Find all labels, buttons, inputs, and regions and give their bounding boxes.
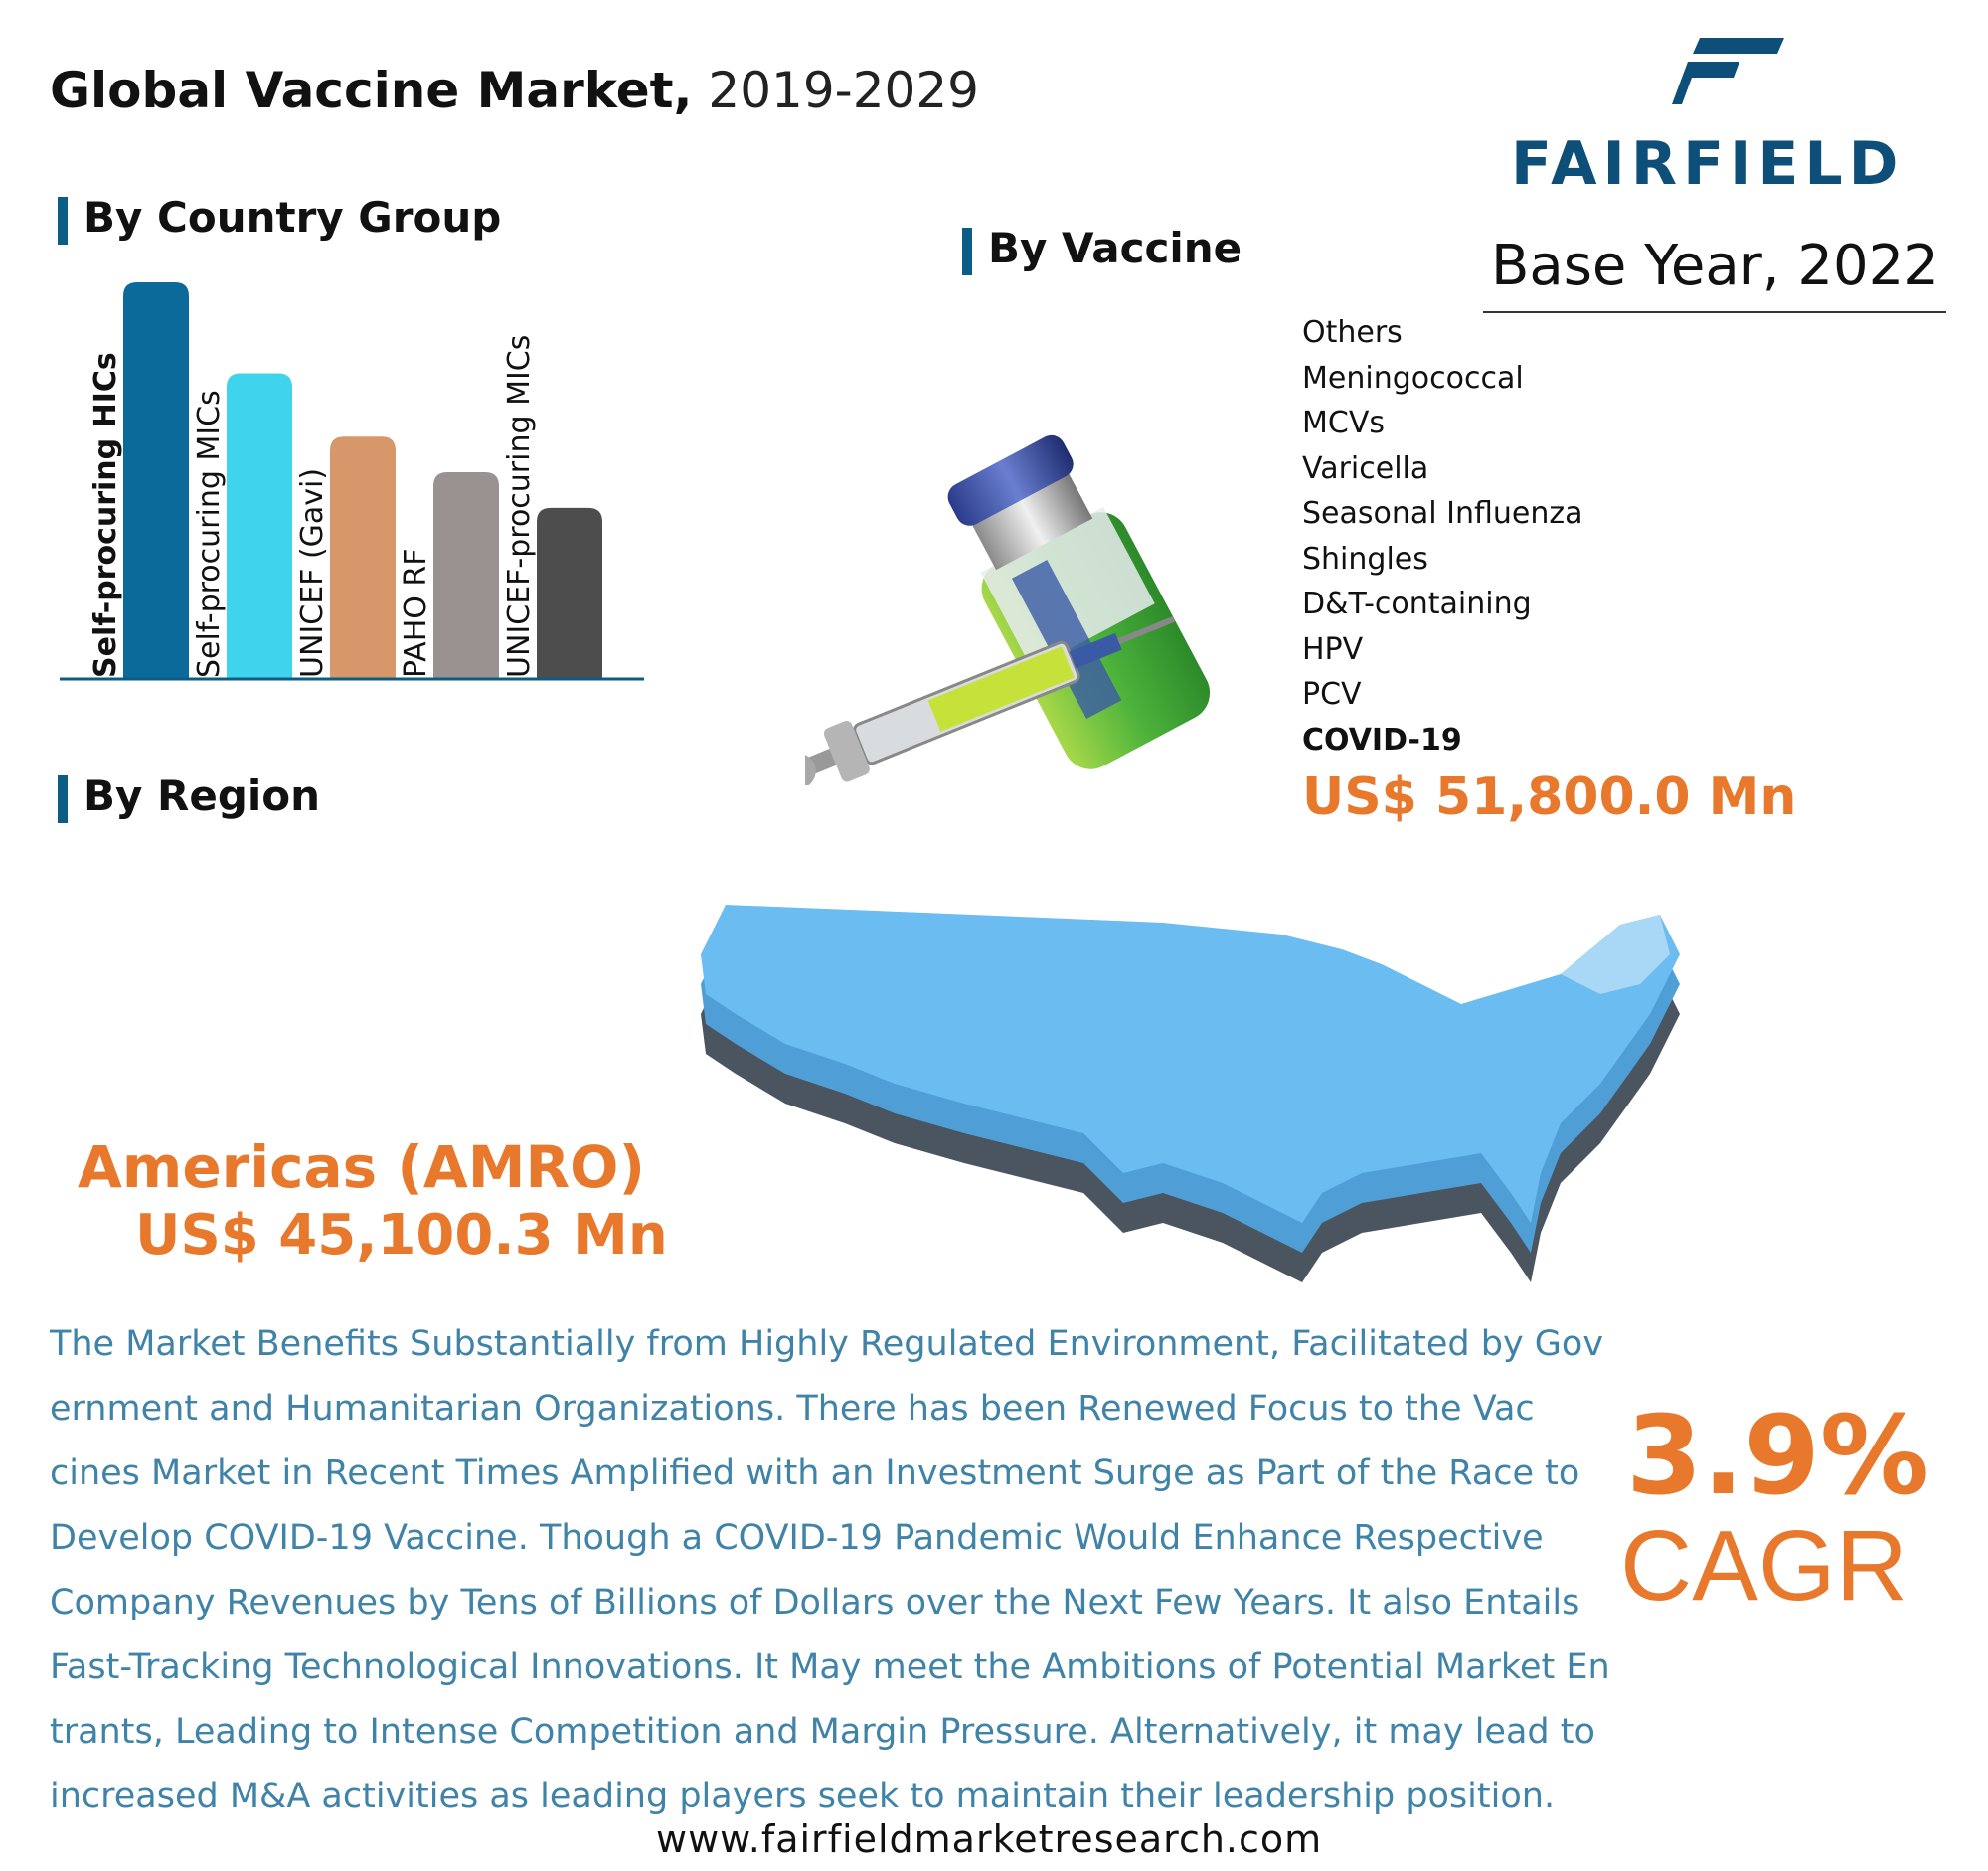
vaccine-type-item: PCV	[1302, 677, 1362, 712]
vaccine-type-item: Seasonal Influenza	[1302, 496, 1583, 531]
cagr-value: 3.9%	[1626, 1392, 1930, 1519]
website-url[interactable]: www.fairfieldmarketresearch.com	[656, 1817, 1323, 1861]
description-line: Fast-Tracking Technological Innovations.…	[50, 1647, 1610, 1687]
section-heading-country-group: By Country Group	[58, 193, 501, 245]
country-group-chart: Self-procuring HICs Self-procuring MICs UN…	[60, 282, 644, 681]
fairfield-logo-text: FAIRFIELD	[1511, 129, 1905, 199]
country-group-bar	[537, 507, 602, 678]
description-line: cines Market in Recent Times Amplified w…	[50, 1453, 1580, 1493]
page-title: Global Vaccine Market, 2019-2029	[50, 62, 979, 119]
covid-19-value: US$ 51,800.0 Mn	[1302, 767, 1797, 827]
description-line: Develop COVID-19 Vaccine. Though a COVID…	[50, 1518, 1544, 1558]
vaccine-type-item: Shingles	[1302, 541, 1428, 577]
heading-text: By Country Group	[83, 193, 502, 242]
description-line: Company Revenues by Tens of Billions of …	[50, 1583, 1580, 1622]
description-line: trants, Leading to Intense Competition a…	[50, 1712, 1595, 1752]
heading-accent-bar	[58, 774, 68, 823]
base-year-underline	[1483, 311, 1946, 313]
cagr-label: CAGR	[1620, 1510, 1907, 1621]
vaccine-type-item: D&T-containing	[1302, 587, 1532, 621]
heading-accent-bar	[962, 227, 972, 275]
heading-text: By Vaccine	[988, 224, 1242, 272]
country-group-bar	[330, 436, 396, 678]
country-group-bar	[227, 373, 292, 678]
country-group-bar-label: Self-procuring HICs	[88, 352, 123, 678]
base-year-label: Base Year, 2022	[1491, 234, 1939, 298]
title-years: 2019-2029	[708, 62, 979, 119]
title-main: Global Vaccine Market,	[50, 62, 693, 119]
region-name: Americas (AMRO)	[78, 1133, 645, 1201]
vaccine-type-item: Meningococcal	[1302, 360, 1524, 396]
section-heading-region: By Region	[58, 771, 320, 823]
country-group-bar-label: PAHO RF	[399, 548, 433, 678]
vaccine-type-item: MCVs	[1302, 406, 1385, 440]
country-group-bar-label: Self-procuring MICs	[192, 390, 227, 678]
vaccine-vial-syringe-icon	[805, 434, 1211, 785]
market-description: The Market Benefits Substantially from H…	[50, 1312, 1640, 1829]
region-value: US$ 45,100.3 Mn	[135, 1203, 668, 1268]
country-group-bar	[123, 282, 189, 678]
heading-text: By Region	[83, 771, 321, 820]
heading-accent-bar	[58, 196, 68, 245]
vaccine-type-item: COVID-19	[1302, 722, 1462, 758]
vaccine-type-list: Others Meningococcal MCVs Varicella Seasonal…	[1302, 310, 1583, 763]
vaccine-type-item: HPV	[1302, 631, 1364, 667]
country-group-bar-label: UNICEF-procuring MICs	[502, 335, 537, 678]
country-group-bar	[433, 472, 499, 678]
description-line: ernment and Humanitarian Organizations. …	[50, 1389, 1535, 1429]
country-group-bar-label: UNICEF (Gavi)	[295, 468, 330, 678]
fairfield-logo-icon	[1672, 38, 1784, 104]
usa-map-icon	[701, 905, 1680, 1282]
description-line: The Market Benefits Substantially from H…	[50, 1324, 1604, 1364]
vaccine-type-item: Others	[1302, 315, 1403, 350]
section-heading-vaccine: By Vaccine	[962, 224, 1242, 275]
description-line: increased M&A activities as leading play…	[50, 1777, 1556, 1816]
vaccine-type-item: Varicella	[1302, 450, 1429, 486]
